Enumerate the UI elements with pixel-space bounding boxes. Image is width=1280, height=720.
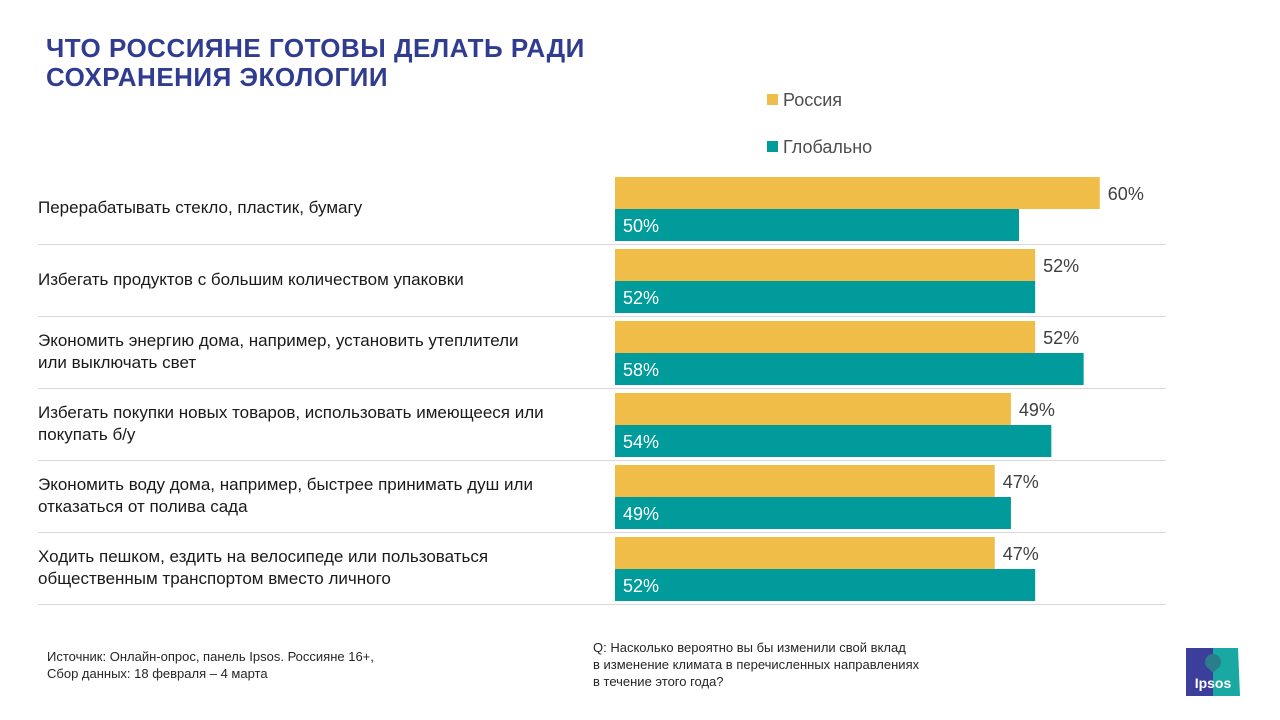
bar-global	[615, 353, 1084, 385]
data-label-russia: 47%	[1003, 544, 1039, 564]
question-line-2: в изменение климата в перечисленных напр…	[593, 657, 920, 672]
data-label-global: 52%	[623, 576, 659, 596]
category-label-line: Перерабатывать стекло, пластик, бумагу	[38, 198, 363, 217]
question-note: Q: Насколько вероятно вы бы изменили сво…	[593, 639, 919, 690]
data-label-global: 54%	[623, 432, 659, 452]
bar-global	[615, 497, 1011, 529]
bar-global	[615, 425, 1052, 457]
bar-russia	[615, 465, 995, 497]
legend-item-russia: Россия	[767, 90, 842, 111]
category-label-line: или выключать свет	[38, 353, 197, 372]
bar-russia	[615, 537, 995, 569]
category-label-line: Избегать покупки новых товаров, использо…	[38, 403, 544, 422]
data-label-russia: 49%	[1019, 400, 1055, 420]
data-label-russia: 47%	[1003, 472, 1039, 492]
legend-label-russia: Россия	[783, 90, 843, 110]
data-label-russia: 52%	[1043, 256, 1079, 276]
row-separator	[38, 604, 1166, 605]
data-label-global: 49%	[623, 504, 659, 524]
bar-russia	[615, 177, 1100, 209]
bar-russia	[615, 393, 1011, 425]
category-label-line: Избегать продуктов с большим количеством…	[38, 270, 464, 289]
question-line-3: в течение этого года?	[593, 674, 724, 689]
data-label-global: 58%	[623, 360, 659, 380]
category-label: Перерабатывать стекло, пластик, бумагу	[38, 197, 598, 219]
source-note: Источник: Онлайн-опрос, панель Ipsos. Ро…	[47, 648, 374, 682]
ipsos-logo-text: Ipsos	[1195, 675, 1232, 691]
legend-swatch-russia	[767, 94, 778, 105]
source-line-1: Источник: Онлайн-опрос, панель Ipsos. Ро…	[47, 649, 374, 664]
category-label-line: Ходить пешком, ездить на велосипеде или …	[38, 547, 489, 566]
data-label-global: 52%	[623, 288, 659, 308]
legend-label-global: Глобально	[783, 137, 873, 157]
category-label: Избегать покупки новых товаров, использо…	[38, 402, 598, 446]
bar-global	[615, 569, 1036, 601]
legend-swatch-global	[767, 141, 778, 152]
question-line-1: Q: Насколько вероятно вы бы изменили сво…	[593, 640, 906, 655]
legend-item-global: Глобально	[767, 137, 872, 158]
bar-global	[615, 209, 1019, 241]
category-label-line: Экономить энергию дома, например, устано…	[38, 331, 519, 350]
row-separator	[38, 316, 1166, 317]
source-line-2: Сбор данных: 18 февраля – 4 марта	[47, 666, 268, 681]
category-label-line: общественным транспортом вместо личного	[38, 569, 391, 588]
bar-russia	[615, 249, 1036, 281]
page-title: ЧТО РОССИЯНЕ ГОТОВЫ ДЕЛАТЬ РАДИ СОХРАНЕН…	[46, 34, 585, 92]
data-label-russia: 60%	[1108, 184, 1144, 204]
title-line-2: СОХРАНЕНИЯ ЭКОЛОГИИ	[46, 62, 389, 92]
category-label-line: Экономить воду дома, например, быстрее п…	[38, 475, 533, 494]
bar-russia	[615, 321, 1036, 353]
row-separator	[38, 388, 1166, 389]
category-label: Экономить воду дома, например, быстрее п…	[38, 474, 598, 518]
ipsos-logo: Ipsos	[1186, 648, 1240, 696]
row-separator	[38, 532, 1166, 533]
title-line-1: ЧТО РОССИЯНЕ ГОТОВЫ ДЕЛАТЬ РАДИ	[46, 33, 585, 63]
row-separator	[38, 460, 1166, 461]
category-label: Экономить энергию дома, например, устано…	[38, 330, 598, 374]
ipsos-logo-icon: Ipsos	[1186, 648, 1240, 696]
data-label-global: 50%	[623, 216, 659, 236]
data-label-russia: 52%	[1043, 328, 1079, 348]
category-label: Ходить пешком, ездить на велосипеде или …	[38, 546, 598, 590]
bar-global	[615, 281, 1036, 313]
category-label-line: отказаться от полива сада	[38, 497, 248, 516]
category-label-line: покупать б/у	[38, 425, 136, 444]
category-label: Избегать продуктов с большим количеством…	[38, 269, 598, 291]
row-separator	[38, 244, 1166, 245]
